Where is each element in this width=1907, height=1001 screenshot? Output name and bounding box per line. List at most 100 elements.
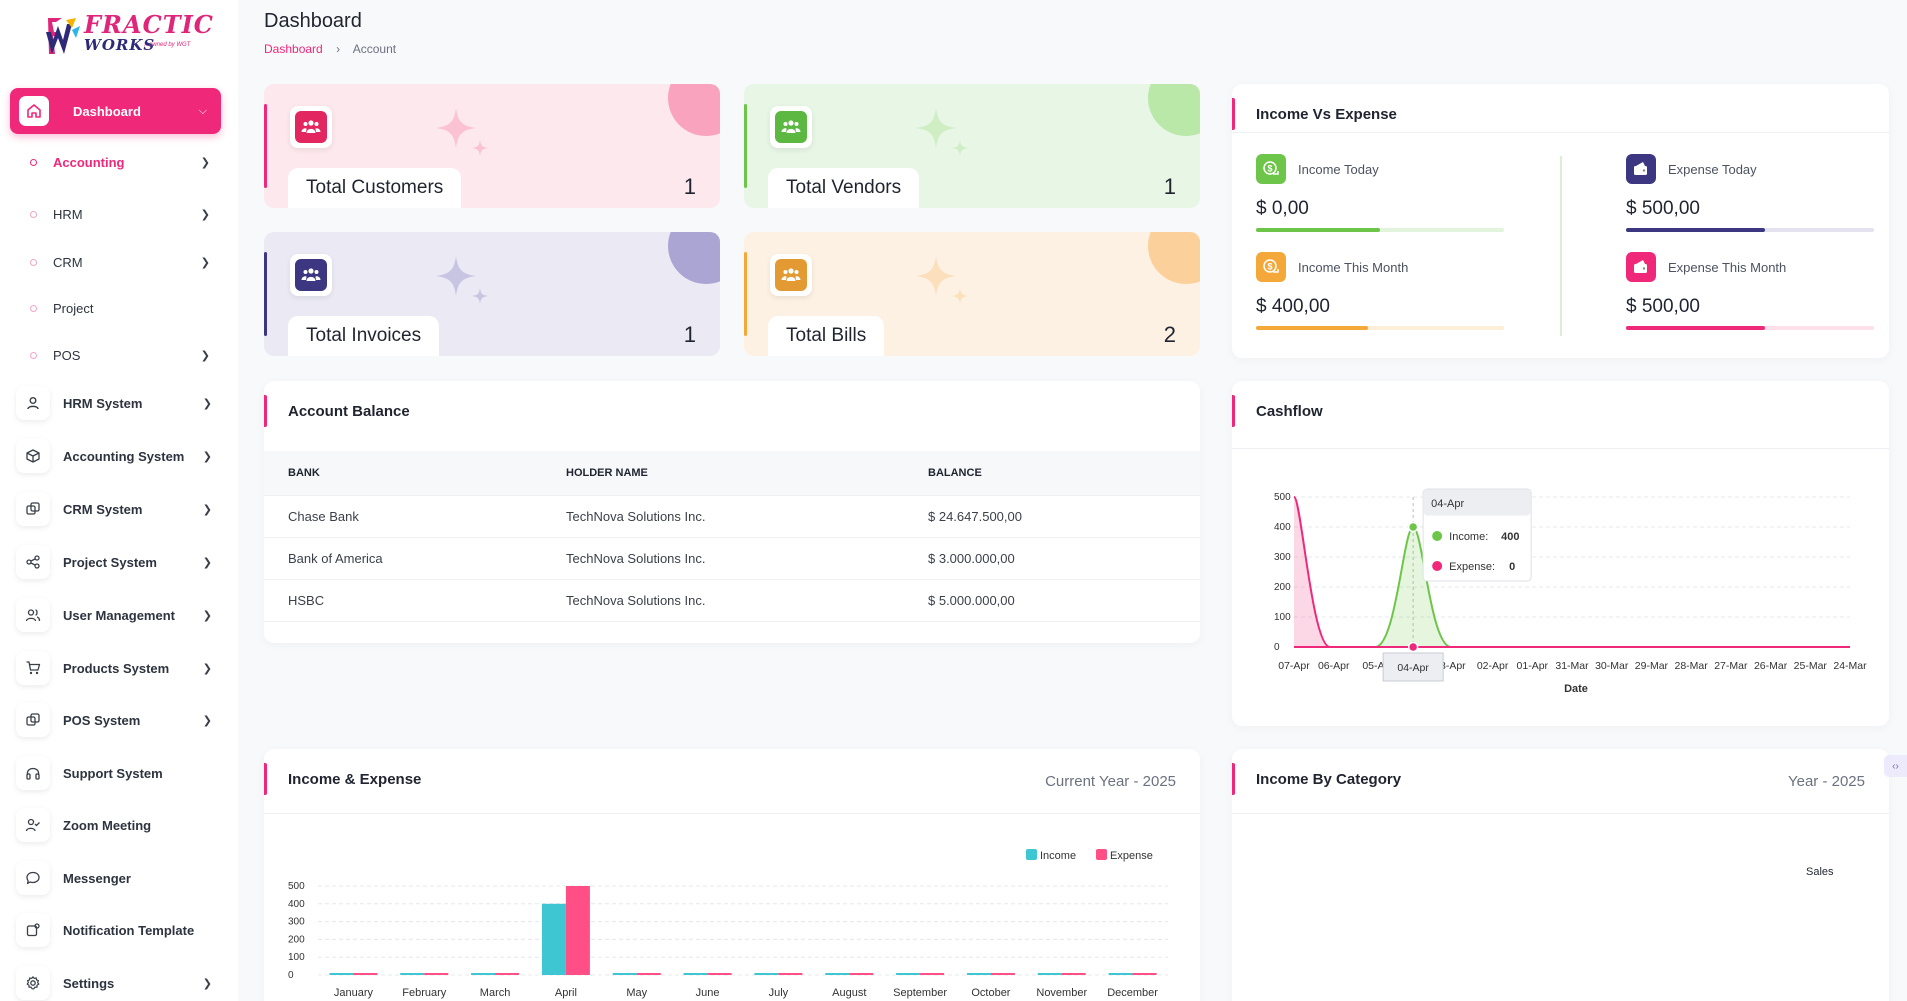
x-tick-label: April: [555, 987, 577, 999]
svg-text:$: $: [1267, 164, 1272, 174]
bar-income[interactable]: [400, 973, 425, 975]
bar-income[interactable]: [966, 973, 991, 975]
bar-expense[interactable]: [495, 973, 520, 975]
page-title: Dashboard: [264, 10, 362, 32]
bar-expense[interactable]: [565, 886, 590, 975]
column-header-balance[interactable]: BALANCE: [904, 451, 1200, 495]
bar-income[interactable]: [754, 973, 779, 975]
legend-item-expense[interactable]: Expense: [1096, 849, 1153, 862]
card-accent: [1232, 763, 1235, 795]
tooltip-income-label: Income:: [1449, 531, 1488, 543]
bar-income[interactable]: [896, 973, 921, 975]
brand-mark-icon: [46, 18, 80, 54]
data-point-income[interactable]: [1407, 521, 1419, 533]
cashflow-chart[interactable]: 0 100 200 300 400 500 07-Apr 06-Apr 05-A 3-Apr 02-…: [1232, 381, 1889, 726]
progress-track: [1256, 326, 1504, 330]
sidebar-item-settings[interactable]: Settings ❯: [16, 965, 212, 1001]
data-point-expense[interactable]: [1407, 641, 1419, 653]
stat-card-total-invoices[interactable]: Total Invoices 1: [264, 232, 720, 356]
legend-item-income[interactable]: Income: [1026, 849, 1076, 862]
decorative-circle: [1148, 232, 1200, 284]
bullet-icon: [30, 258, 37, 266]
table-row[interactable]: Bank of America TechNova Solutions Inc. $ …: [264, 536, 1200, 579]
stat-card-total-vendors[interactable]: Total Vendors 1: [744, 84, 1200, 208]
bar-income[interactable]: [1037, 973, 1062, 975]
bar-expense[interactable]: [707, 973, 732, 975]
sidebar-item-hrm-system[interactable]: HRM System ❯: [16, 385, 212, 421]
bar-expense[interactable]: [1132, 973, 1157, 975]
sidebar-item-crm-system[interactable]: CRM System ❯: [16, 491, 212, 527]
users-icon: [290, 254, 332, 296]
bar-expense[interactable]: [778, 973, 803, 975]
brand-logo[interactable]: FRACTIC WORKS ...owned by WGT: [42, 10, 213, 62]
x-tick-label: May: [626, 987, 647, 999]
bar-income[interactable]: [825, 973, 850, 975]
bar-income[interactable]: [329, 973, 354, 975]
y-tick-label: 200: [288, 934, 305, 945]
sidebar-item-zoom-meeting[interactable]: Zoom Meeting: [16, 807, 212, 843]
sidebar-item-label: Zoom Meeting: [63, 817, 152, 833]
table-row[interactable]: HSBC TechNova Solutions Inc. $ 5.000.000,0…: [264, 578, 1200, 622]
sidebar-item-support-system[interactable]: Support System: [16, 755, 212, 791]
box-icon: [16, 439, 50, 473]
balance-cell: $ 3.000.000,00: [904, 536, 1200, 579]
y-tick-label: 300: [1274, 552, 1291, 563]
bar-expense[interactable]: [636, 973, 661, 975]
income-expense-chart[interactable]: 0 100 200 300 400 500 January February March Apri…: [264, 749, 1200, 1001]
chevron-right-icon: ❯: [202, 450, 212, 463]
chevron-right-icon: ❯: [200, 349, 210, 362]
sidebar-item-products-system[interactable]: Products System ❯: [16, 650, 212, 686]
metric-label: Expense This Month: [1668, 259, 1787, 275]
metric-label: Income Today: [1298, 161, 1379, 177]
sparkle-icon: [436, 256, 488, 304]
bar-expense[interactable]: [990, 973, 1015, 975]
bar-expense[interactable]: [920, 973, 945, 975]
bar-expense[interactable]: [849, 973, 874, 975]
stat-card-total-customers[interactable]: Total Customers 1: [264, 84, 720, 208]
sidebar-subitem-project[interactable]: Project: [30, 296, 210, 320]
sidebar-subitem-accounting[interactable]: Accounting ❯: [30, 150, 210, 174]
breadcrumb-link-dashboard[interactable]: Dashboard: [264, 42, 323, 56]
brand-line2: WORKS: [84, 36, 156, 54]
sidebar-item-pos-system[interactable]: POS System ❯: [16, 702, 212, 738]
progress-fill: [1256, 228, 1380, 232]
sidebar-subitem-crm[interactable]: CRM ❯: [30, 250, 210, 274]
bar-expense[interactable]: [1061, 973, 1086, 975]
legend-item-sales[interactable]: Sales: [1806, 866, 1834, 878]
x-tick-label: 31-Mar: [1555, 660, 1589, 672]
bar-income[interactable]: [471, 973, 496, 975]
x-tick-label: 30-Mar: [1595, 660, 1629, 672]
customizer-toggle-icon[interactable]: ‹›: [1884, 755, 1907, 777]
bar-income[interactable]: [683, 973, 708, 975]
stat-value: 1: [1163, 174, 1176, 199]
x-tick-label: June: [696, 987, 720, 999]
sparkle-icon: [916, 256, 968, 304]
sidebar-item-notification-template[interactable]: Notification Template: [16, 912, 212, 948]
sidebar-item-dashboard[interactable]: Dashboard ⌵: [10, 88, 221, 134]
sidebar-subitem-pos[interactable]: POS ❯: [30, 343, 210, 367]
column-header-bank[interactable]: BANK: [264, 451, 542, 495]
column-header-holder-name[interactable]: HOLDER NAME: [542, 451, 904, 495]
bar-income[interactable]: [1108, 973, 1133, 975]
sidebar-item-project-system[interactable]: Project System ❯: [16, 544, 212, 580]
income-vs-expense-card: Income Vs Expense $ Income Today $ 0,00 Exp…: [1232, 84, 1889, 358]
x-tick-label: 27-Mar: [1714, 660, 1748, 672]
bar-income[interactable]: [612, 973, 637, 975]
bar-expense[interactable]: [424, 973, 449, 975]
chevron-right-icon: ❯: [202, 397, 212, 410]
account-balance-table: BANK HOLDER NAME BALANCE Chase Bank TechN…: [264, 451, 1200, 622]
bar-expense[interactable]: [353, 973, 378, 975]
sidebar-item-user-management[interactable]: User Management ❯: [16, 597, 212, 633]
sidebar-item-messenger[interactable]: Messenger: [16, 860, 212, 896]
x-tick-label: February: [402, 987, 447, 999]
stat-card-total-bills[interactable]: Total Bills 2: [744, 232, 1200, 356]
crosshair-x-label: [1382, 652, 1444, 682]
table-row[interactable]: Chase Bank TechNova Solutions Inc. $ 24.64…: [264, 494, 1200, 537]
legend-swatch: [1026, 849, 1037, 860]
sidebar-subitem-hrm[interactable]: HRM ❯: [30, 202, 210, 226]
sidebar-item-label: Products System: [63, 660, 170, 676]
card-title: Income By Category: [1256, 771, 1402, 788]
bar-income[interactable]: [541, 903, 566, 975]
chevron-right-icon: ❯: [202, 977, 212, 990]
sidebar-item-accounting-system[interactable]: Accounting System ❯: [16, 438, 212, 474]
